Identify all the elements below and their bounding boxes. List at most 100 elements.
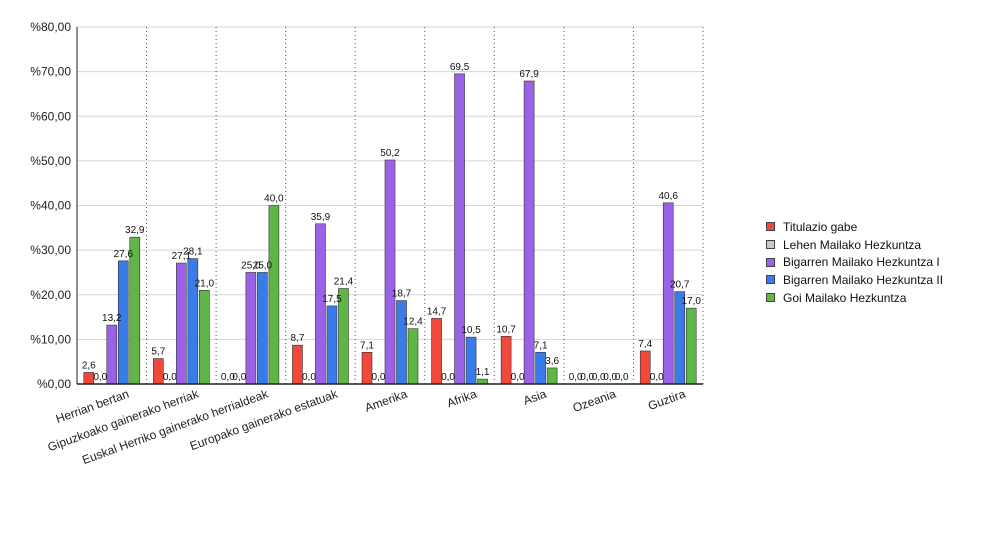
legend-swatch (766, 293, 775, 303)
legend-swatch (766, 275, 775, 285)
y-tick-label: %10,00 (30, 332, 71, 346)
data-label: 50,2 (380, 148, 400, 159)
data-label: 28,1 (183, 247, 203, 258)
data-label: 7,1 (534, 340, 548, 351)
bar-bigarren-mailako-hezkuntza-ii (396, 300, 407, 385)
value-labels: 2,60,013,227,632,95,70,027,128,121,00,00… (82, 62, 702, 383)
data-label: 25,0 (241, 260, 261, 271)
data-label: 14,7 (427, 306, 447, 317)
bar-bigarren-mailako-hezkuntza-i (384, 159, 396, 385)
bar-titulazio-gabe (500, 335, 512, 385)
data-label: 0,0 (650, 372, 664, 383)
data-label: 27,6 (114, 249, 134, 260)
bar-bigarren-mailako-hezkuntza-i (454, 73, 465, 385)
bar-bigarren-mailako-hezkuntza-ii (326, 305, 338, 385)
y-tick-label: %40,00 (30, 199, 71, 213)
data-label: 25,0 (253, 260, 273, 271)
y-tick-label: %80,00 (30, 20, 71, 34)
data-label: 0,0 (372, 372, 386, 383)
bar-bigarren-mailako-hezkuntza-i (523, 80, 535, 385)
category-label: Guztira (646, 387, 687, 413)
data-label: 20,7 (670, 280, 690, 291)
y-tick-label: %70,00 (30, 65, 71, 79)
bar-bigarren-mailako-hezkuntza-ii (535, 352, 546, 385)
bar-goi-mailako-hezkuntza (199, 289, 210, 385)
data-label: 0,0 (580, 372, 594, 383)
y-axis-ticks: %0,00 %10,00 %20,00 %30,00 %40,00 %50,00 %60,0… (30, 20, 71, 391)
data-label: 21,4 (334, 277, 354, 288)
bar-titulazio-gabe (153, 358, 164, 385)
axes (76, 27, 703, 385)
data-label: 0,0 (441, 372, 455, 383)
y-tick-label: %50,00 (30, 154, 71, 168)
data-label: 17,0 (681, 296, 701, 307)
category-label: Amerika (363, 387, 409, 415)
y-tick-label: %30,00 (30, 243, 71, 257)
y-tick-label: %20,00 (30, 288, 71, 302)
data-label: 17,5 (322, 294, 342, 305)
data-label: 0,0 (302, 372, 316, 383)
data-label: 7,1 (360, 340, 374, 351)
category-label: Asia (521, 387, 548, 408)
data-label: 0,0 (603, 372, 617, 383)
data-label: 27,1 (172, 251, 192, 262)
legend-label: Lehen Mailako Hezkuntza (783, 237, 922, 252)
category-label: Afrika (445, 387, 479, 411)
bar-goi-mailako-hezkuntza (268, 205, 280, 385)
legend-item: Goi Mailako Hezkuntza (766, 289, 943, 307)
bar-bigarren-mailako-hezkuntza-ii (257, 272, 268, 385)
y-tick-label: %60,00 (30, 109, 71, 123)
data-label: 0,0 (511, 372, 525, 383)
y-tick-label: %0,00 (37, 377, 71, 391)
legend: Titulazio gabe Lehen Mailako Hezkuntza Big… (766, 218, 943, 306)
data-label: 7,4 (638, 339, 652, 350)
data-label: 10,7 (496, 324, 516, 335)
legend-label: Goi Mailako Hezkuntza (783, 290, 907, 305)
data-label: 13,2 (102, 313, 122, 324)
legend-label: Bigarren Mailako Hezkuntza II (783, 272, 944, 287)
legend-item: Bigarren Mailako Hezkuntza II (766, 271, 943, 289)
data-label: 0,0 (221, 372, 235, 383)
bar-titulazio-gabe (431, 318, 442, 385)
data-label: 0,0 (93, 372, 107, 383)
legend-item: Lehen Mailako Hezkuntza (766, 236, 943, 254)
data-label: 5,7 (151, 347, 165, 358)
data-label: 32,9 (125, 225, 145, 236)
data-label: 0,0 (232, 372, 246, 383)
bar-titulazio-gabe (361, 352, 373, 385)
legend-label: Titulazio gabe (783, 219, 858, 234)
bar-titulazio-gabe (83, 372, 95, 385)
bar-goi-mailako-hezkuntza (685, 307, 697, 385)
data-label: 8,7 (290, 333, 304, 344)
bar-bigarren-mailako-hezkuntza-i (245, 272, 257, 385)
bar-titulazio-gabe (292, 344, 303, 385)
bar-bigarren-mailako-hezkuntza-ii (465, 336, 477, 385)
bar-goi-mailako-hezkuntza (546, 367, 558, 385)
data-label: 0,0 (163, 372, 177, 383)
data-label: 3,6 (545, 356, 559, 367)
data-label: 0,0 (615, 372, 629, 383)
data-label: 1,1 (476, 367, 490, 378)
data-label: 10,5 (461, 325, 481, 336)
data-label: 40,6 (658, 191, 678, 202)
data-label: 0,0 (592, 372, 606, 383)
data-label: 35,9 (311, 212, 331, 223)
data-label: 21,0 (195, 278, 215, 289)
category-label: Ozeania (571, 387, 618, 416)
bar-bigarren-mailako-hezkuntza-i (662, 202, 674, 385)
data-label: 2,6 (82, 360, 96, 371)
data-label: 40,0 (264, 194, 284, 205)
data-label: 0,0 (569, 372, 583, 383)
legend-swatch (766, 257, 775, 267)
legend-item: Bigarren Mailako Hezkuntza I (766, 253, 943, 271)
data-label: 67,9 (519, 69, 539, 80)
bar-bigarren-mailako-hezkuntza-i (106, 324, 118, 385)
legend-label: Bigarren Mailako Hezkuntza I (783, 255, 940, 270)
data-label: 18,7 (392, 289, 412, 300)
bars (83, 73, 697, 385)
bar-titulazio-gabe (639, 350, 651, 385)
bar-goi-mailako-hezkuntza (407, 328, 419, 385)
data-label: 69,5 (450, 62, 470, 73)
